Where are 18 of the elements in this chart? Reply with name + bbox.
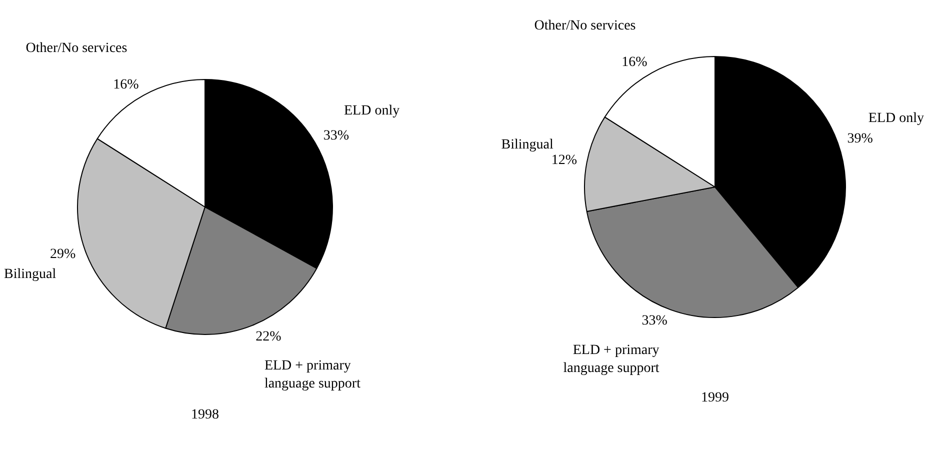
slice-label: Bilingual <box>501 137 554 152</box>
data-label: 39% <box>847 131 874 146</box>
data-label: 33% <box>323 128 350 144</box>
data-label: 29% <box>50 246 76 262</box>
text: 1999 <box>701 390 729 406</box>
data-label: 16% <box>113 77 140 92</box>
data-label: 33% <box>642 314 668 329</box>
slice-label: Other/No services <box>534 18 636 34</box>
slice-label: Bilingual <box>4 267 56 282</box>
text: 1998 <box>191 408 219 423</box>
slice-label: ELD only <box>344 103 400 118</box>
slice-label: ELD only <box>868 111 924 126</box>
data-label: 16% <box>622 54 648 70</box>
slice-label: ELD + primary language support <box>264 358 361 392</box>
slice-label: ELD + primary language support <box>563 342 660 376</box>
data-label: 12% <box>551 152 578 168</box>
slice-label: Other/No services <box>26 41 128 56</box>
data-label: 22% <box>256 329 282 344</box>
